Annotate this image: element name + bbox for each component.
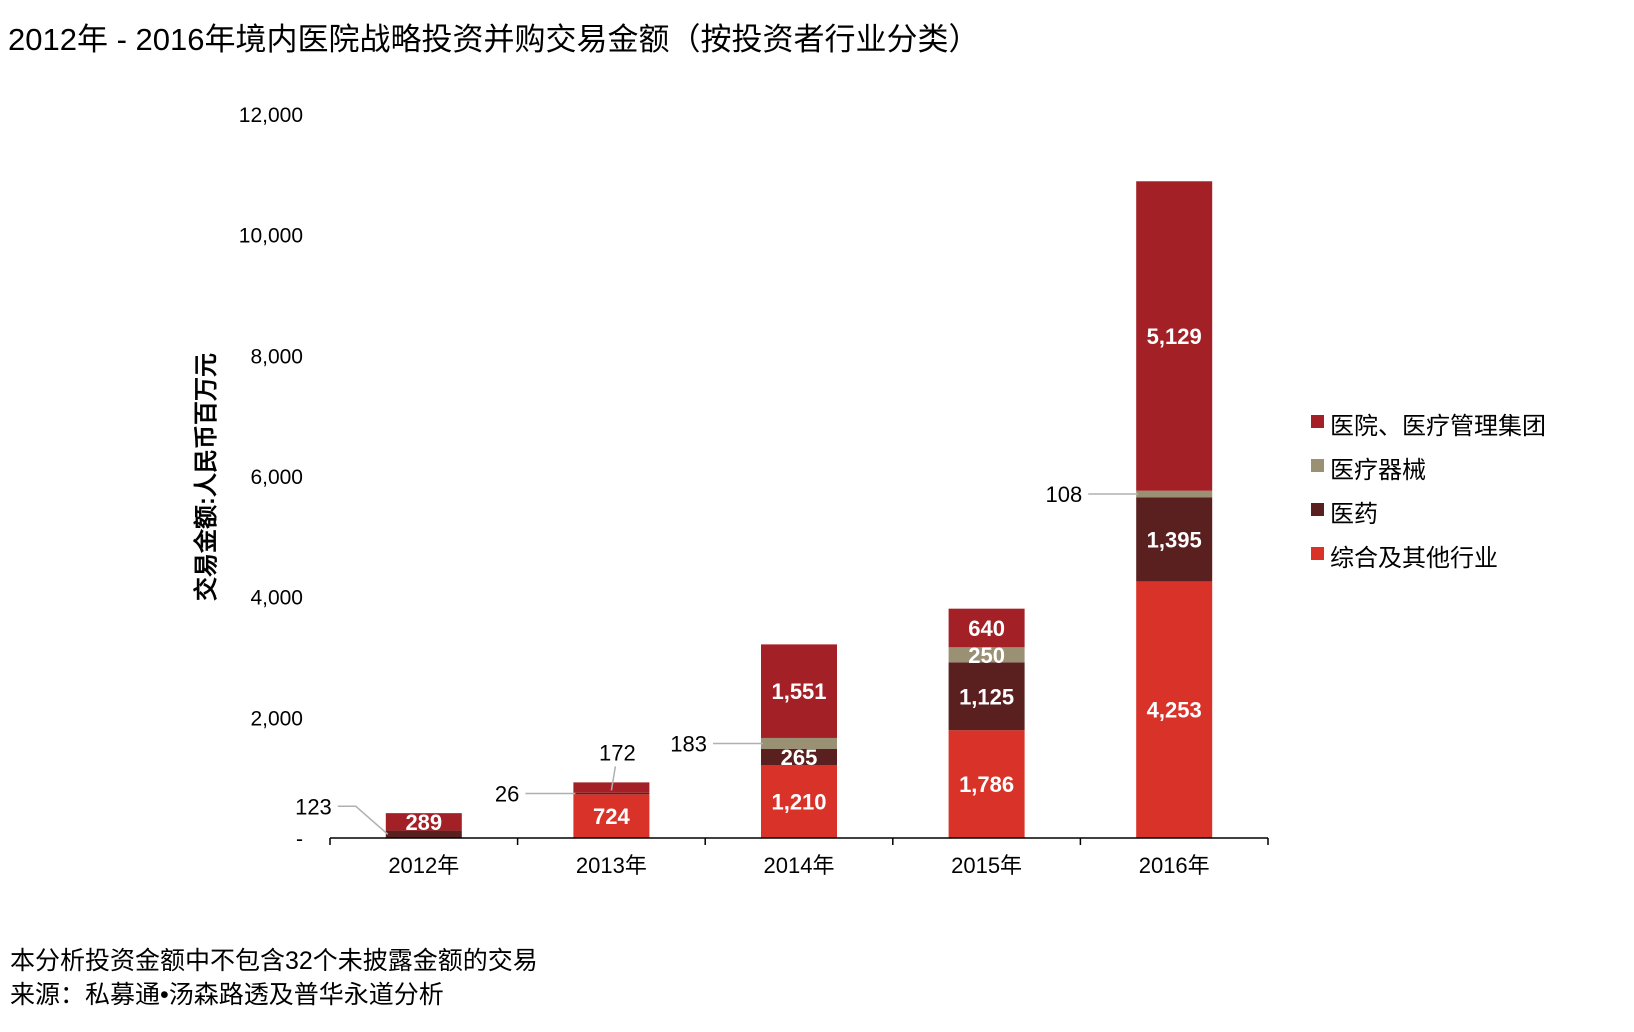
bar-segment	[573, 792, 650, 795]
data-label: 123	[295, 794, 332, 819]
bars	[385, 181, 1213, 838]
y-tick-label: 10,000	[239, 225, 303, 248]
legend-label: 医院、医疗管理集团	[1330, 413, 1546, 440]
stacked-bar-chart: 交易金额:人民币百万元 - 2,000 4,000 6,000 8,000 10,000 1…	[192, 104, 1546, 878]
data-label: 5,129	[1147, 324, 1202, 349]
x-tick-label: 2012年	[388, 853, 459, 878]
bar-segment	[761, 764, 837, 838]
bar-segment	[948, 608, 1025, 648]
bar-segment	[948, 730, 1025, 838]
data-label: 1,551	[771, 679, 826, 704]
legend-label: 医疗器械	[1330, 457, 1426, 484]
footnote-exclusion: 本分析投资金额中不包含32个未披露金额的交易	[10, 947, 538, 975]
bar-segment	[948, 647, 1025, 663]
bar-segment	[948, 662, 1025, 731]
data-label: 1,395	[1147, 527, 1202, 552]
data-label: 250	[968, 643, 1005, 668]
y-tick-label: 12,000	[239, 104, 303, 127]
y-tick-label: -	[296, 828, 303, 851]
bar-segment	[385, 830, 462, 838]
bar-segment	[1136, 490, 1213, 498]
legend-label: 医药	[1330, 501, 1378, 528]
y-tick-label: 4,000	[250, 587, 303, 610]
y-tick-label: 2,000	[250, 707, 303, 730]
legend-swatch	[1311, 459, 1324, 472]
data-label: 1,210	[771, 789, 826, 814]
data-label: 108	[1045, 482, 1082, 507]
bar-segment	[1136, 581, 1213, 838]
y-axis-label-group: 交易金额:人民币百万元	[192, 353, 220, 601]
y-axis-ticks: - 2,000 4,000 6,000 8,000 10,000 12,000	[239, 104, 303, 851]
bar-segment	[761, 737, 837, 750]
y-tick-label: 6,000	[250, 466, 303, 489]
data-label: 26	[495, 782, 519, 807]
leader-line	[610, 766, 617, 791]
data-labels: 123 289 724 26 172 1,210 265 183 1,551 1,786 1,125…	[295, 324, 1202, 835]
footnotes: 本分析投资金额中不包含32个未披露金额的交易 来源：私募通•汤森路透及普华永道分…	[10, 944, 538, 1012]
bar-segment	[1136, 497, 1213, 582]
footnote-source: 来源：私募通•汤森路透及普华永道分析	[10, 981, 444, 1009]
x-tick-label: 2015年	[951, 853, 1022, 878]
data-label: 1,125	[959, 684, 1014, 709]
x-axis: 2012年 2013年 2014年 2015年 2016年	[329, 837, 1269, 878]
chart-title: 2012年 - 2016年境内医院战略投资并购交易金额（按投资者行业分类）	[8, 22, 980, 57]
legend-swatch	[1311, 415, 1324, 428]
bar-segment	[1136, 181, 1213, 491]
data-label: 1,786	[959, 772, 1014, 797]
data-label: 724	[593, 804, 630, 829]
y-tick-label: 8,000	[250, 345, 303, 368]
legend-swatch	[1311, 547, 1324, 560]
data-label: 4,253	[1147, 698, 1202, 723]
y-axis-label: 交易金额:人民币百万元	[192, 353, 220, 601]
legend-label: 综合及其他行业	[1330, 545, 1498, 572]
x-tick-label: 2016年	[1139, 853, 1210, 878]
x-tick-label: 2014年	[764, 853, 835, 878]
leader-line	[337, 805, 389, 835]
data-label: 265	[781, 745, 818, 770]
bar-segment	[573, 794, 650, 838]
bar-segment	[385, 813, 462, 831]
x-tick-label: 2013年	[576, 853, 647, 878]
data-label: 640	[968, 616, 1005, 641]
data-label: 183	[670, 731, 707, 756]
data-label: 172	[599, 740, 636, 765]
data-label: 289	[405, 810, 442, 835]
bar-segment	[761, 749, 837, 765]
legend-swatch	[1311, 503, 1324, 516]
bar-segment	[761, 644, 837, 738]
